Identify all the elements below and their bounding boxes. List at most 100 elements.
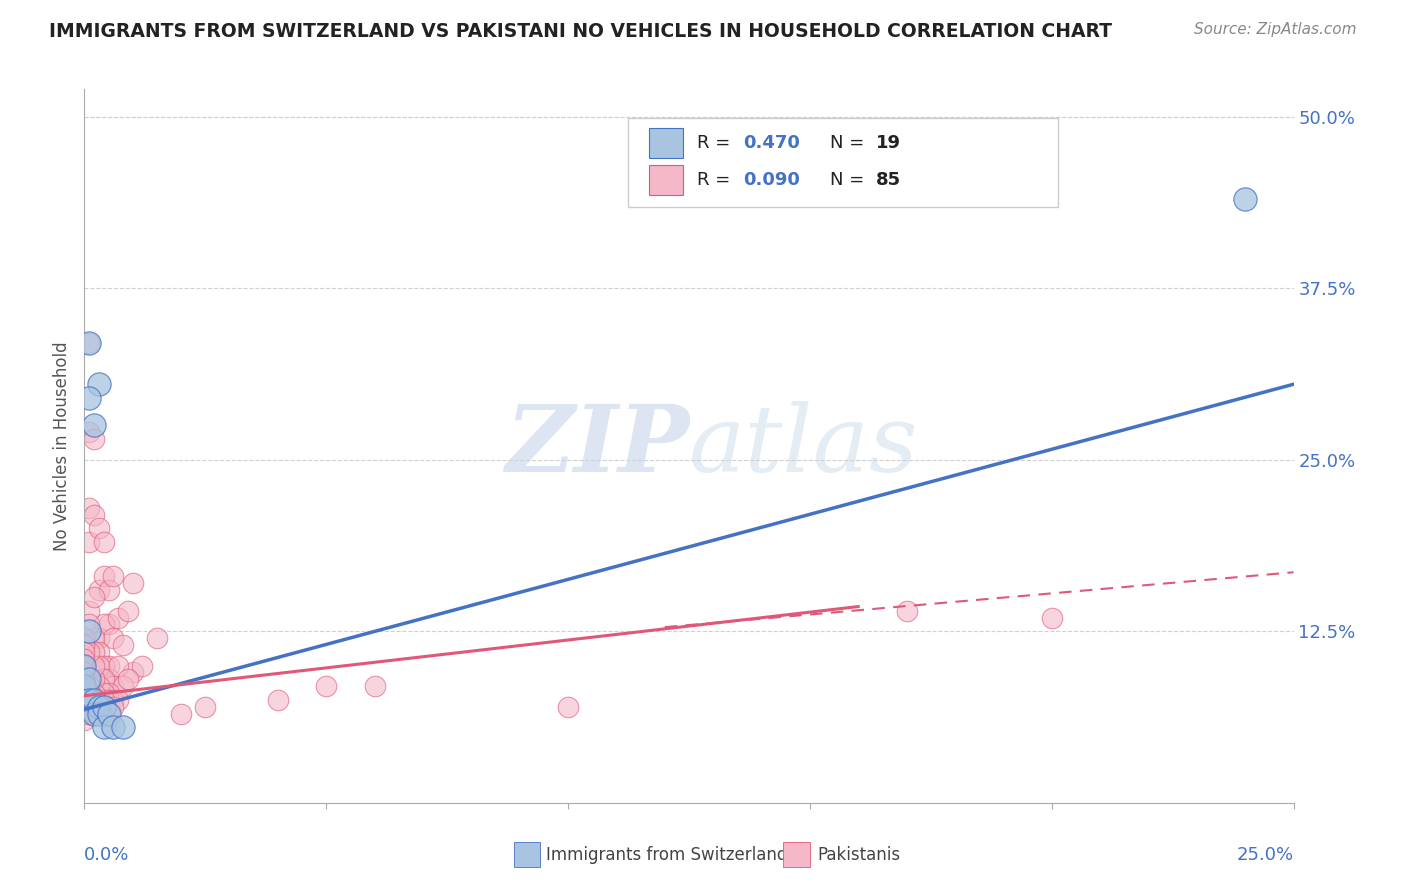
- Text: atlas: atlas: [689, 401, 918, 491]
- Point: [315, 679, 337, 693]
- Point: [77, 336, 100, 351]
- Point: [83, 673, 105, 687]
- Point: [93, 673, 115, 687]
- Point: [87, 699, 110, 714]
- Point: [93, 699, 115, 714]
- Point: [103, 679, 125, 693]
- Point: [77, 624, 100, 639]
- Text: 25.0%: 25.0%: [1236, 846, 1294, 863]
- Point: [93, 535, 115, 549]
- Point: [103, 693, 125, 707]
- Point: [77, 535, 100, 549]
- Point: [87, 377, 110, 392]
- Point: [97, 673, 120, 687]
- Point: [77, 693, 100, 707]
- Point: [77, 673, 100, 687]
- Point: [97, 686, 120, 700]
- Point: [77, 336, 100, 351]
- Point: [170, 706, 193, 721]
- Bar: [513, 842, 540, 867]
- Point: [97, 617, 120, 632]
- Point: [107, 693, 129, 707]
- Point: [77, 617, 100, 632]
- Text: 19: 19: [876, 134, 901, 152]
- Point: [73, 658, 96, 673]
- Point: [97, 658, 120, 673]
- Point: [93, 720, 115, 734]
- Text: Pakistanis: Pakistanis: [817, 846, 900, 863]
- Text: 0.090: 0.090: [744, 171, 800, 189]
- Point: [83, 686, 105, 700]
- Point: [107, 658, 129, 673]
- Point: [73, 714, 96, 728]
- Text: N =: N =: [831, 134, 870, 152]
- Point: [83, 432, 105, 446]
- Point: [267, 693, 290, 707]
- Point: [77, 699, 100, 714]
- Point: [77, 686, 100, 700]
- Point: [103, 569, 125, 583]
- Point: [87, 706, 110, 721]
- Point: [83, 508, 105, 522]
- Point: [77, 425, 100, 440]
- Point: [77, 693, 100, 707]
- Point: [1040, 610, 1063, 624]
- Point: [83, 658, 105, 673]
- Point: [97, 693, 120, 707]
- Point: [194, 699, 217, 714]
- Text: Immigrants from Switzerland: Immigrants from Switzerland: [547, 846, 787, 863]
- Bar: [650, 165, 683, 194]
- Point: [93, 658, 115, 673]
- Point: [73, 651, 96, 665]
- Point: [83, 706, 105, 721]
- Point: [73, 686, 96, 700]
- Text: 0.0%: 0.0%: [84, 846, 129, 863]
- Point: [121, 665, 143, 680]
- Point: [77, 706, 100, 721]
- Point: [73, 706, 96, 721]
- Point: [131, 658, 153, 673]
- Point: [77, 391, 100, 405]
- Point: [77, 679, 100, 693]
- Text: 85: 85: [876, 171, 901, 189]
- Bar: [783, 842, 810, 867]
- Point: [73, 665, 96, 680]
- Point: [73, 645, 96, 659]
- Bar: [650, 128, 683, 158]
- Point: [83, 706, 105, 721]
- Point: [103, 699, 125, 714]
- Point: [112, 720, 135, 734]
- Point: [107, 610, 129, 624]
- Point: [117, 673, 139, 687]
- Point: [1234, 192, 1257, 206]
- Point: [121, 576, 143, 591]
- Point: [97, 583, 120, 598]
- Point: [83, 645, 105, 659]
- Point: [73, 679, 96, 693]
- Point: [117, 604, 139, 618]
- Point: [83, 590, 105, 604]
- Point: [93, 693, 115, 707]
- FancyBboxPatch shape: [628, 118, 1057, 207]
- Point: [87, 645, 110, 659]
- Point: [73, 638, 96, 652]
- Point: [557, 699, 579, 714]
- Point: [97, 706, 120, 721]
- Text: ZIP: ZIP: [505, 401, 689, 491]
- Point: [112, 638, 135, 652]
- Point: [73, 679, 96, 693]
- Point: [93, 617, 115, 632]
- Point: [73, 658, 96, 673]
- Text: 0.470: 0.470: [744, 134, 800, 152]
- Point: [97, 706, 120, 721]
- Point: [77, 673, 100, 687]
- Point: [146, 631, 169, 645]
- Point: [83, 693, 105, 707]
- Point: [93, 569, 115, 583]
- Point: [87, 679, 110, 693]
- Point: [83, 693, 105, 707]
- Point: [87, 699, 110, 714]
- Point: [73, 693, 96, 707]
- Point: [103, 631, 125, 645]
- Point: [77, 500, 100, 515]
